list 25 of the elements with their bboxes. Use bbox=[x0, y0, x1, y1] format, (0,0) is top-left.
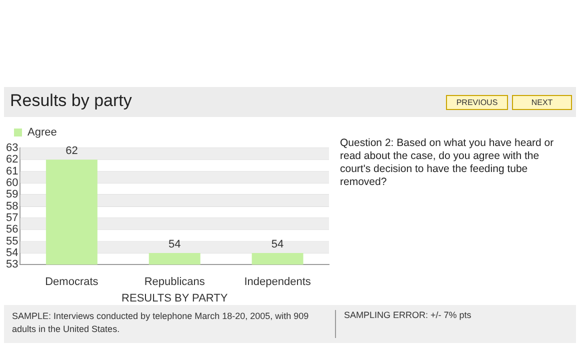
x-tick-label: Independents bbox=[244, 276, 312, 288]
y-tick-label: 59 bbox=[6, 188, 18, 201]
text: Question 2: Based on what you have heard or read about the case, do you agree with the court's decision to have the feeding tube removed? bbox=[340, 137, 555, 189]
x-axis-title: RESULTS BY PARTY bbox=[122, 292, 228, 304]
x-tick-label: Democrats bbox=[45, 276, 99, 288]
y-tick-label: 55 bbox=[6, 235, 18, 248]
text: SAMPLE: Interviews conducted by telephone March 18-20, 2005, with 909 adults in the United States. bbox=[12, 310, 310, 336]
chart-title: Results by party bbox=[10, 91, 132, 111]
y-tick-label: 62 bbox=[6, 154, 18, 166]
y-tick-label: 53 bbox=[6, 258, 18, 271]
data-label: 54 bbox=[271, 238, 284, 250]
y-tick-label: 58 bbox=[6, 200, 18, 212]
x-tick-label: Republicans bbox=[144, 276, 206, 288]
text: NEXT bbox=[512, 95, 572, 110]
y-tick-label: 63 bbox=[6, 142, 18, 154]
y-tick-label: 56 bbox=[6, 224, 18, 236]
text: SAMPLING ERROR: +/- 7% pts bbox=[335, 310, 472, 338]
data-label: 62 bbox=[66, 145, 78, 158]
text: PREVIOUS bbox=[446, 95, 508, 110]
data-label: 54 bbox=[168, 238, 181, 250]
legend-label: Agree bbox=[28, 126, 57, 139]
y-tick-label: 60 bbox=[6, 177, 18, 190]
y-tick-label: 61 bbox=[6, 165, 18, 178]
y-tick-label: 57 bbox=[6, 212, 18, 224]
y-tick-label: 54 bbox=[6, 246, 18, 259]
